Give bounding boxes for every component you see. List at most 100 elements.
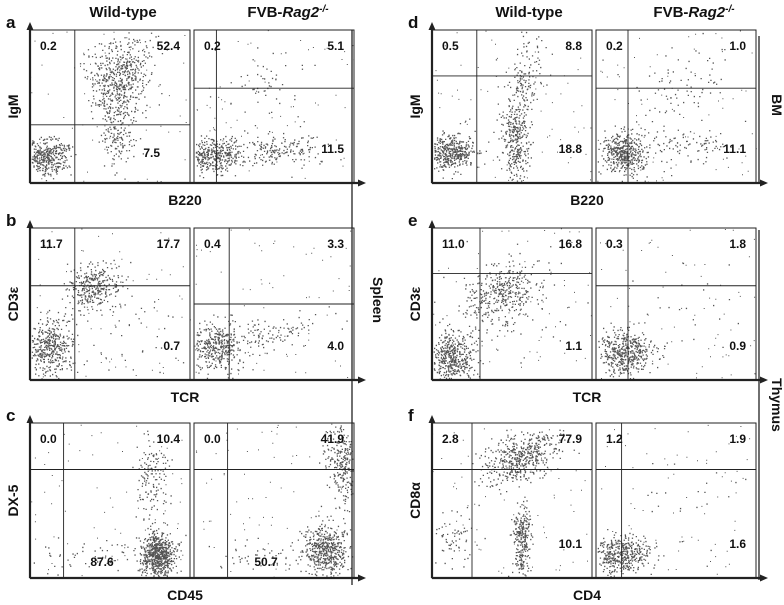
quadrant-value-lower-right: 0.7 bbox=[163, 339, 180, 353]
quadrant-value-upper-right: 52.4 bbox=[157, 39, 181, 53]
quadrant-value-upper-left: 11.0 bbox=[442, 237, 465, 251]
plot-frames-layer bbox=[26, 22, 768, 582]
quadrant-value-upper-left: 0.2 bbox=[204, 39, 221, 53]
axis-arrowhead bbox=[358, 574, 366, 582]
quadrant-value-upper-left: 0.2 bbox=[606, 39, 623, 53]
quadrant-value-lower-right: 1.1 bbox=[565, 339, 582, 353]
header-fvb-rag2-right: FVB-Rag2-/- bbox=[653, 4, 735, 21]
event-dots-layer bbox=[30, 30, 757, 579]
tissue-label-bm: BM bbox=[769, 94, 784, 116]
panel-f-plot-2 bbox=[595, 422, 757, 579]
panel-e-plot-2 bbox=[595, 227, 757, 381]
event-dots bbox=[31, 424, 187, 579]
panel-d-plot-2 bbox=[595, 29, 757, 184]
quadrant-values: 0.0 10.4 87.6 bbox=[40, 432, 180, 569]
quadrant-values: 0.2 5.1 11.5 bbox=[204, 39, 344, 156]
quadrant-value-upper-left: 0.3 bbox=[606, 237, 623, 251]
axis-arrowhead bbox=[428, 415, 436, 423]
event-dots bbox=[597, 30, 757, 183]
axis-arrowhead bbox=[760, 179, 768, 187]
panel-b-axes bbox=[26, 220, 366, 384]
panel-letter-e: e bbox=[408, 211, 417, 230]
axis-arrowhead bbox=[428, 22, 436, 30]
quadrant-value-upper-left: 0.2 bbox=[40, 39, 57, 53]
plot-frame bbox=[193, 422, 355, 579]
axis-arrowhead bbox=[428, 220, 436, 228]
y-axis-label-d: IgM bbox=[407, 94, 423, 118]
quadrant-value-upper-right: 5.1 bbox=[327, 39, 344, 53]
quadrant-values: 0.4 3.3 4.0 bbox=[204, 237, 344, 353]
panel-letter-a: a bbox=[6, 13, 16, 32]
event-dots bbox=[598, 229, 757, 380]
panel-a-plot-2 bbox=[193, 29, 355, 184]
event-dot-cloud bbox=[434, 30, 592, 182]
plot-frame bbox=[431, 227, 593, 381]
axis-arrowhead bbox=[760, 574, 768, 582]
header-fvb-rag2-left: FVB-Rag2-/- bbox=[247, 4, 329, 21]
quadrant-value-lower-right: 50.7 bbox=[254, 555, 278, 569]
labels-layer: 0.2 52.4 7.5 0.2 5.1 11.5 a IgM B220 11.7 17.7 0.7 0… bbox=[5, 13, 746, 603]
quadrant-value-lower-right: 11.5 bbox=[321, 142, 344, 156]
panel-letter-f: f bbox=[408, 406, 414, 425]
event-dots bbox=[31, 228, 191, 381]
quadrant-value-upper-left: 0.0 bbox=[204, 432, 221, 446]
y-axis-label-f: CD8α bbox=[407, 482, 423, 519]
quadrant-value-upper-left: 11.7 bbox=[40, 237, 63, 251]
x-axis-label-a: B220 bbox=[168, 192, 202, 208]
quadrant-value-upper-right: 3.3 bbox=[327, 237, 344, 251]
plot-frame bbox=[193, 29, 355, 184]
panel-b-plot-2 bbox=[193, 227, 355, 381]
plot-frame bbox=[431, 29, 593, 184]
quadrant-value-lower-right: 7.5 bbox=[143, 146, 160, 160]
axis-arrowhead bbox=[358, 376, 366, 384]
quadrant-value-upper-right: 77.9 bbox=[559, 432, 583, 446]
event-dots bbox=[196, 423, 354, 579]
quadrant-values: 1.2 1.9 1.6 bbox=[606, 432, 746, 551]
quadrant-value-lower-right: 10.1 bbox=[559, 537, 583, 551]
plot-frame bbox=[595, 422, 757, 579]
axis-arrowhead bbox=[26, 220, 34, 228]
axis-arrowhead bbox=[26, 415, 34, 423]
panel-c-axes bbox=[26, 415, 366, 582]
quadrant-values: 0.5 8.8 18.8 bbox=[442, 39, 582, 156]
event-dot-cloud bbox=[597, 30, 757, 183]
panel-b-plot-1 bbox=[29, 227, 191, 381]
quadrant-value-lower-right: 87.6 bbox=[90, 555, 114, 569]
event-dots bbox=[597, 424, 751, 578]
quadrant-values: 11.0 16.8 1.1 bbox=[442, 237, 582, 353]
event-dot-cloud bbox=[194, 229, 352, 381]
quadrant-value-upper-right: 16.8 bbox=[559, 237, 583, 251]
x-axis-label-e: TCR bbox=[573, 389, 602, 405]
quadrant-value-upper-left: 0.4 bbox=[204, 237, 221, 251]
y-axis-label-e: CD3ε bbox=[407, 286, 423, 321]
plot-frame bbox=[29, 227, 191, 381]
quadrant-values: 0.0 41.9 50.7 bbox=[204, 432, 344, 569]
event-dot-cloud bbox=[30, 31, 187, 183]
axis-arrowhead bbox=[760, 376, 768, 384]
quadrant-values: 0.2 52.4 7.5 bbox=[40, 39, 180, 160]
quadrant-value-lower-right: 11.1 bbox=[723, 142, 746, 156]
quadrant-values: 0.3 1.8 0.9 bbox=[606, 237, 746, 353]
event-dots bbox=[30, 31, 187, 183]
y-axis-label-b: CD3ε bbox=[5, 286, 21, 321]
quadrant-value-upper-right: 10.4 bbox=[157, 432, 181, 446]
quadrant-value-upper-right: 1.8 bbox=[729, 237, 746, 251]
quadrant-value-upper-right: 41.9 bbox=[321, 432, 345, 446]
quadrant-value-upper-left: 0.5 bbox=[442, 39, 459, 53]
quadrant-values: 11.7 17.7 0.7 bbox=[40, 237, 180, 353]
event-dot-cloud bbox=[598, 229, 757, 380]
plot-frame bbox=[29, 422, 191, 579]
quadrant-values: 0.2 1.0 11.1 bbox=[606, 39, 746, 156]
x-axis-label-c: CD45 bbox=[167, 587, 203, 603]
panel-d-plot-1 bbox=[431, 29, 593, 184]
plot-frame bbox=[29, 29, 191, 184]
quadrant-value-upper-right: 8.8 bbox=[565, 39, 582, 53]
y-axis-label-a: IgM bbox=[5, 94, 21, 118]
panel-f-axes bbox=[428, 415, 768, 582]
event-dots bbox=[194, 229, 352, 381]
y-axis-label-c: DX-5 bbox=[5, 484, 21, 516]
panel-a-axes bbox=[26, 22, 366, 187]
event-dot-cloud bbox=[597, 424, 751, 578]
x-axis-label-f: CD4 bbox=[573, 587, 601, 603]
